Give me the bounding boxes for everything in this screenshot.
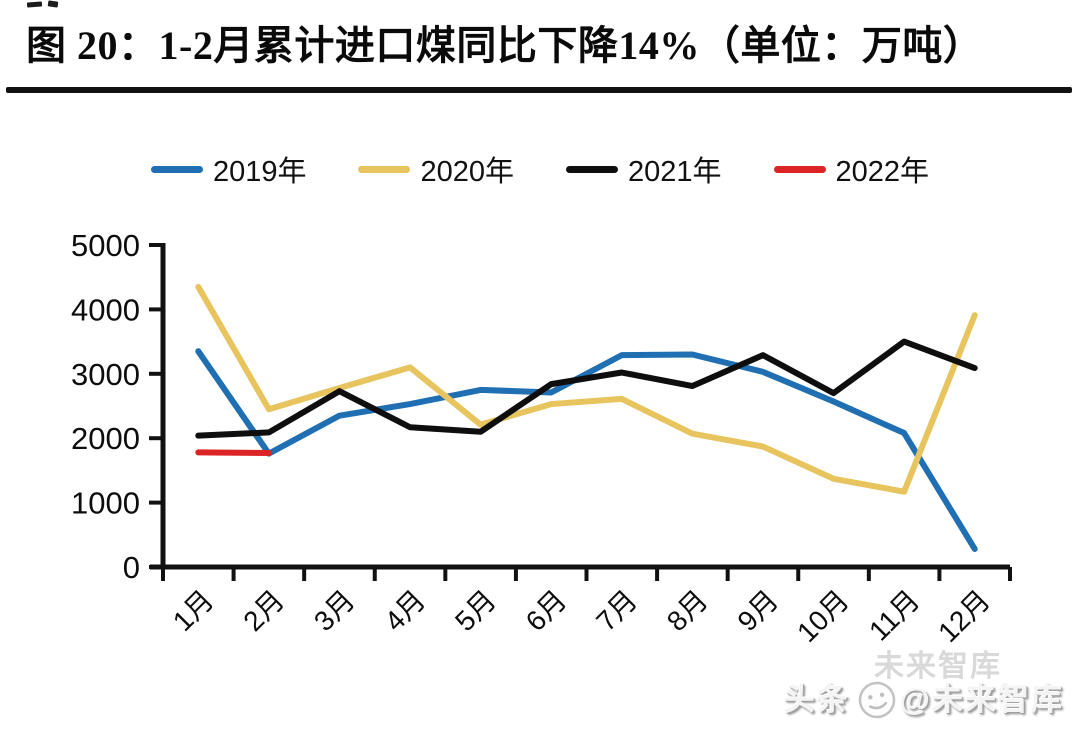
legend-label: 2021年 [628,156,722,188]
series-line-2020年 [195,283,978,495]
y-tick-label: 3000 [71,357,140,392]
x-tick-label: 1月 [167,584,220,637]
legend-label: 2022年 [835,156,930,188]
y-tick-label: 0 [123,550,140,585]
legend-item-2019年: 2019年 [150,148,307,190]
legend-swatch [566,165,618,173]
legend-item-2020年: 2020年 [358,148,514,190]
watermark-handle: @未来智库 [899,682,1064,717]
legend-item-2022年: 2022年 [773,148,930,190]
x-tick-label: 12月 [932,584,996,648]
y-tick-label: 1000 [71,486,140,521]
x-tick-label: 2月 [237,584,290,637]
x-tick-label: 3月 [308,584,361,637]
x-tick-label: 10月 [791,584,855,648]
watermark-ghost-text: 未来智库 [874,650,1002,683]
legend-swatch [150,165,203,173]
y-tick-label: 4000 [71,292,140,327]
x-tick-label: 8月 [661,584,714,637]
series-line-2019年 [195,348,978,552]
x-tick-label: 4月 [379,584,432,637]
x-tick-label: 5月 [449,584,502,637]
x-tick-label: 7月 [590,584,643,637]
legend-swatch [358,165,411,173]
series-line-2022年 [195,449,272,457]
watermark: 未来智库 头条 @未来智库 [750,645,1070,725]
title-divider [6,87,1072,93]
x-tick-label: 6月 [520,584,573,637]
y-tick-label: 2000 [71,421,140,456]
chart-legend: 2019年 2020年 2021年 2022年 [0,148,1080,190]
x-tick-label: 9月 [731,584,784,637]
y-tick-label: 5000 [71,228,140,263]
legend-label: 2020年 [420,156,514,188]
legend-label: 2019年 [212,156,307,188]
legend-item-2021年: 2021年 [566,148,722,190]
figure-title: 图 20：1-2月累计进口煤同比下降14%（单位：万吨） [26,23,984,68]
legend-swatch [773,165,826,173]
series-line-2021年 [195,338,978,439]
smiley-icon [858,681,896,718]
watermark-prefix: 头条 [783,682,850,717]
x-tick-label: 11月 [863,584,925,646]
